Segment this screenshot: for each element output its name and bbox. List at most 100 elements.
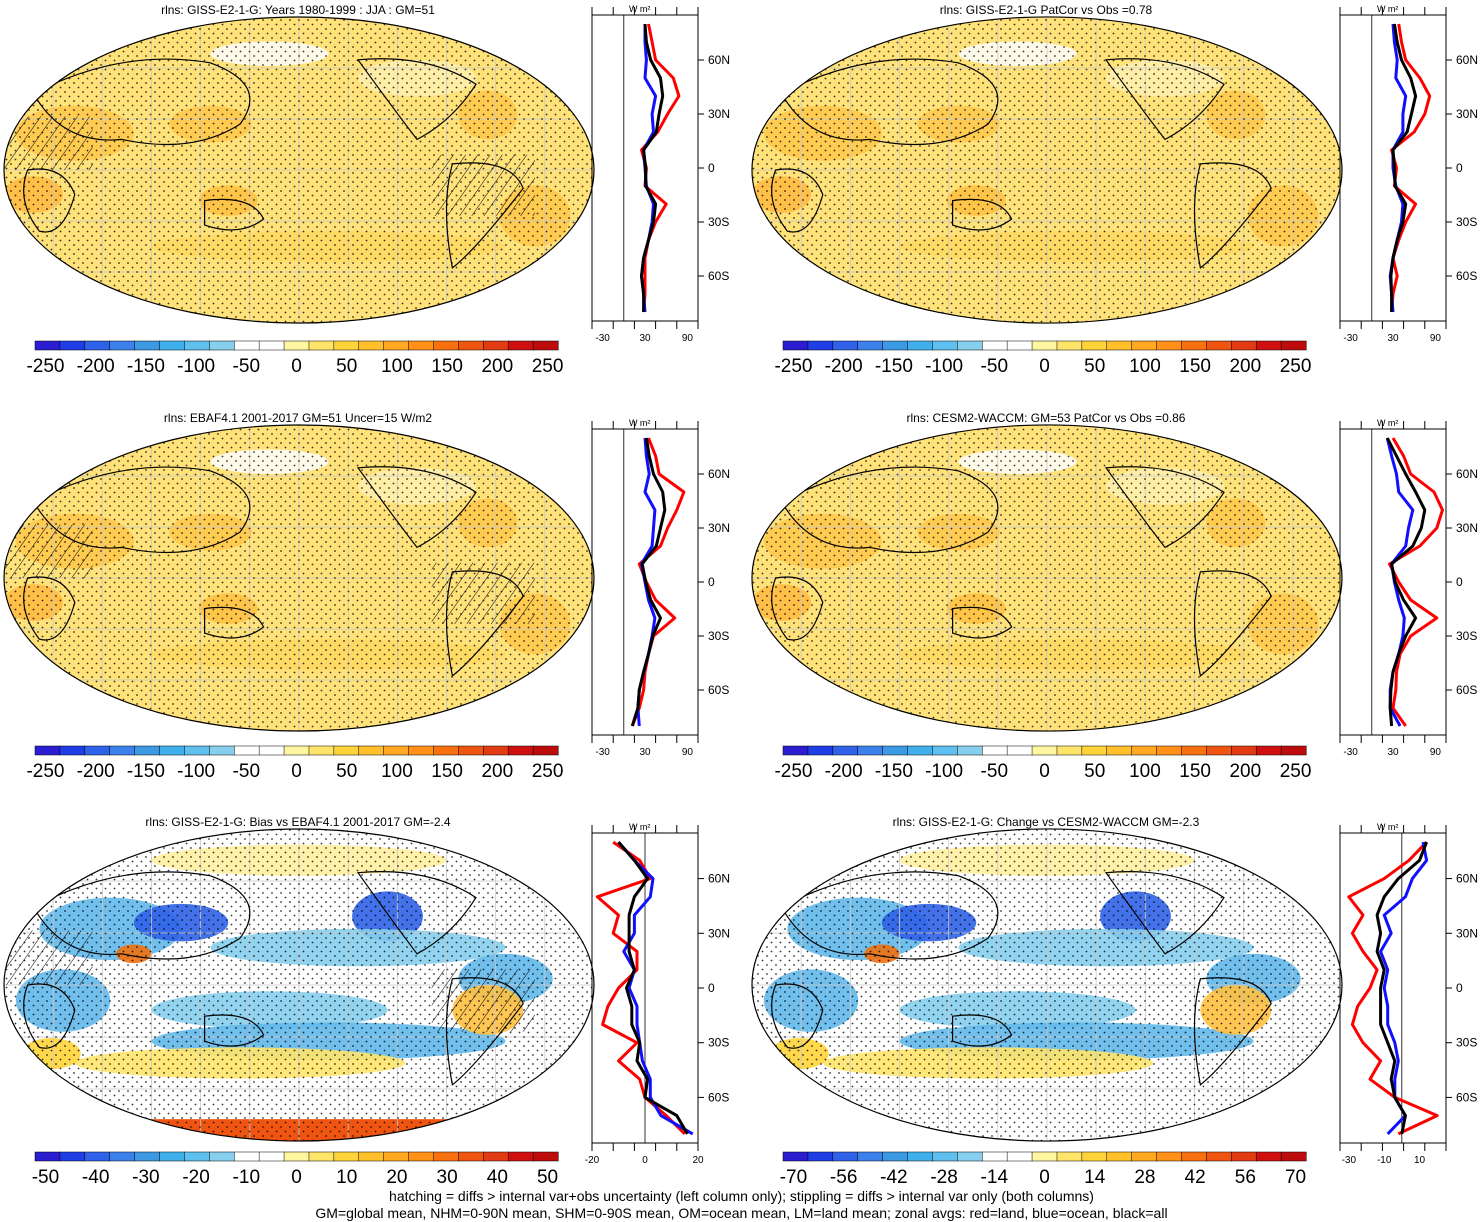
zonal-series-all	[640, 23, 665, 312]
colorbar-box	[1181, 1151, 1207, 1162]
colorbar-box	[1255, 340, 1282, 351]
colorbar-box	[907, 340, 933, 351]
colorbar-box	[1206, 745, 1232, 756]
colorbar-box	[383, 340, 410, 351]
stippling	[752, 425, 1342, 731]
colorbar-box	[857, 1151, 884, 1162]
x-tick-label: 30	[639, 747, 651, 758]
colorbar-box	[857, 340, 884, 351]
x-tick-label: -30	[1343, 333, 1358, 344]
continent-outline	[445, 977, 524, 1086]
continent-outline	[23, 168, 76, 233]
colorbar-box	[109, 745, 136, 756]
colorbar-label: 0	[291, 356, 302, 377]
unit-label: W m²	[629, 418, 651, 428]
colorbar-label: 250	[532, 761, 564, 782]
continent-outline	[204, 606, 265, 639]
colorbar-box	[507, 1151, 534, 1162]
unit-label: W m²	[629, 4, 651, 14]
colorbar-label: 14	[1084, 1167, 1106, 1188]
colorbar-box	[458, 745, 484, 756]
map-border	[751, 16, 1343, 324]
colorbar-label: 100	[381, 761, 413, 782]
colorbar-box	[333, 1151, 360, 1162]
colorbar-label: 50	[1084, 761, 1105, 782]
continent-outline	[1104, 871, 1225, 955]
hatching	[4, 930, 93, 985]
lat-tick-label: 0	[1456, 161, 1463, 175]
x-tick-label: 90	[1430, 333, 1442, 344]
colorbar-box	[458, 340, 484, 351]
lat-tick-label: 30S	[1456, 629, 1477, 643]
colorbar-box	[308, 745, 335, 756]
x-tick-label: 30	[639, 333, 651, 344]
continent-outline	[1193, 977, 1272, 1086]
colorbar-box	[532, 1151, 559, 1162]
colorbar-box	[981, 745, 1008, 756]
colorbar-box	[258, 745, 285, 756]
colorbar-box	[333, 340, 360, 351]
zonal-series-all	[1375, 841, 1428, 1135]
colorbar-box	[1280, 340, 1307, 351]
colorbar-box	[308, 1151, 335, 1162]
zonal-series-land	[1347, 841, 1439, 1136]
colorbar-label: 150	[431, 761, 463, 782]
colorbar-label: -20	[182, 1167, 209, 1188]
lat-tick-label: 30S	[1456, 1036, 1477, 1050]
colorbar-box	[84, 745, 111, 756]
colorbar-label: -40	[82, 1167, 109, 1188]
zonal-series-all	[1389, 23, 1418, 312]
colorbar-box	[907, 745, 933, 756]
colorbar-box	[932, 340, 958, 351]
lat-tick-label: 30N	[708, 926, 730, 940]
lat-tick-label: 60S	[708, 269, 729, 283]
map-border	[3, 424, 595, 732]
colorbar-box	[882, 340, 909, 351]
continent-outline	[356, 871, 477, 955]
lat-tick-label: 60S	[1456, 1090, 1477, 1104]
colorbar-box	[59, 745, 86, 756]
colorbar-box	[209, 745, 235, 756]
zonal-series-land	[1390, 23, 1432, 313]
colorbar-label: 200	[1229, 356, 1261, 377]
continent-outline	[952, 198, 1013, 231]
colorbar-label: -28	[930, 1167, 957, 1188]
colorbar-label: 150	[431, 356, 463, 377]
colorbar-box	[1231, 745, 1257, 756]
lat-tick-label: 60N	[1456, 467, 1478, 481]
colorbar-label: -50	[981, 761, 1008, 782]
colorbar-box	[1031, 340, 1058, 351]
colorbar-box	[59, 340, 86, 351]
colorbar-label: -50	[32, 1167, 59, 1188]
lat-tick-label: 0	[1456, 981, 1463, 995]
colorbar-box	[34, 340, 61, 351]
colorbar-box	[483, 1151, 509, 1162]
x-tick-label: 10	[1414, 1155, 1426, 1166]
zonal-series-land	[1388, 437, 1444, 727]
map-panel	[751, 424, 1343, 732]
zonal-series-all	[630, 437, 667, 727]
colorbar-box	[1031, 745, 1058, 756]
unit-label: W m²	[1377, 4, 1399, 14]
colorbar-box	[932, 1151, 958, 1162]
panel-title: rlns: GISS-E2-1-G: Bias vs EBAF4.1 2001-…	[145, 815, 451, 829]
zonal-series-ocean	[1379, 841, 1429, 1135]
colorbar-label: -56	[830, 1167, 857, 1188]
x-tick-label: 0	[642, 1155, 648, 1166]
lat-tick-label: 30N	[1456, 107, 1478, 121]
colorbar-box	[109, 340, 136, 351]
colorbar-label: -100	[177, 356, 215, 377]
zonal-series-ocean	[617, 841, 694, 1136]
colorbar-box	[532, 340, 559, 351]
colorbar-box	[358, 745, 385, 756]
colorbar-box	[1106, 340, 1133, 351]
colorbar-box	[1131, 340, 1158, 351]
colorbar-box	[283, 340, 310, 351]
map-panel	[3, 424, 595, 732]
colorbar-box	[507, 340, 534, 351]
colorbar-box	[1006, 340, 1033, 351]
x-tick-label: 90	[682, 747, 694, 758]
colorbar-label: -150	[875, 761, 913, 782]
colorbar-box	[209, 1151, 235, 1162]
